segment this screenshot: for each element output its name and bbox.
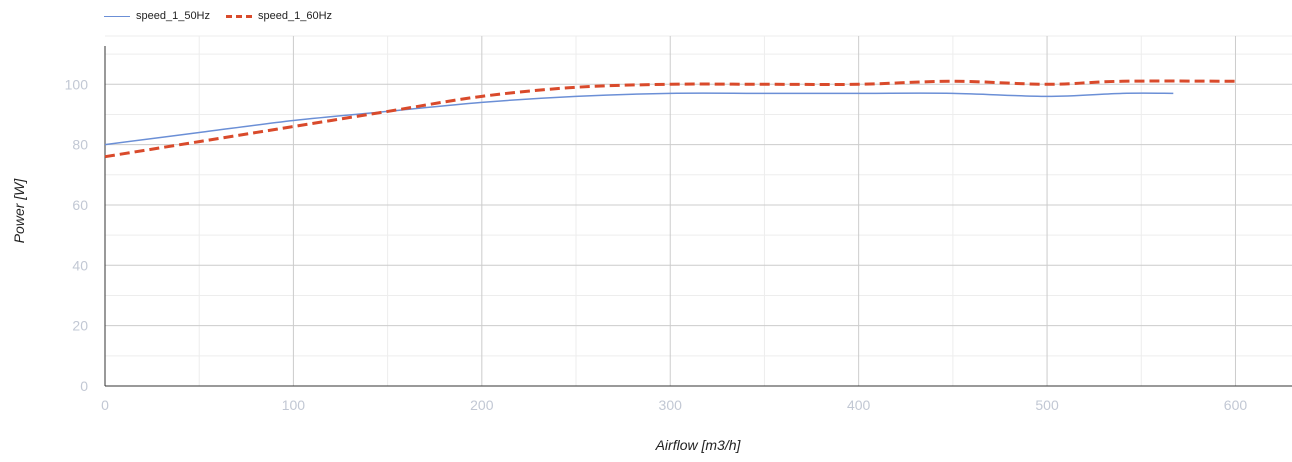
x-tick-label: 500: [1035, 397, 1059, 413]
x-tick-label: 200: [470, 397, 494, 413]
x-tick-label: 400: [847, 397, 871, 413]
x-tick-label: 100: [282, 397, 306, 413]
y-tick-label: 80: [72, 137, 88, 153]
y-tick-label: 20: [72, 318, 88, 334]
y-tick-label: 100: [65, 76, 89, 92]
y-axis-title: Power [W]: [11, 178, 27, 244]
legend-label-speed-1-50hz: speed_1_50Hz: [136, 10, 211, 22]
series-line-speed-1-50hz: [104, 92, 1174, 146]
legend-label-speed-1-60hz: speed_1_60Hz: [258, 10, 333, 22]
y-tick-label: 0: [80, 378, 88, 394]
x-axis-title: Airflow [m3/h]: [655, 437, 742, 453]
legend-item-speed-1-50hz[interactable]: speed_1_50Hz: [104, 10, 210, 22]
chart-legend: speed_1_50Hz speed_1_60Hz: [104, 10, 348, 22]
x-tick-label: 0: [101, 397, 109, 413]
y-tick-label: 40: [72, 257, 88, 273]
y-tick-label: 60: [72, 197, 88, 213]
legend-swatch-speed-1-50hz: [104, 15, 130, 17]
legend-swatch-speed-1-60hz: [226, 14, 253, 18]
series-line-speed-1-60hz: [104, 79, 1236, 159]
x-tick-label: 600: [1224, 397, 1248, 413]
x-tick-label: 300: [659, 397, 683, 413]
legend-item-speed-1-60hz[interactable]: speed_1_60Hz: [226, 10, 332, 22]
